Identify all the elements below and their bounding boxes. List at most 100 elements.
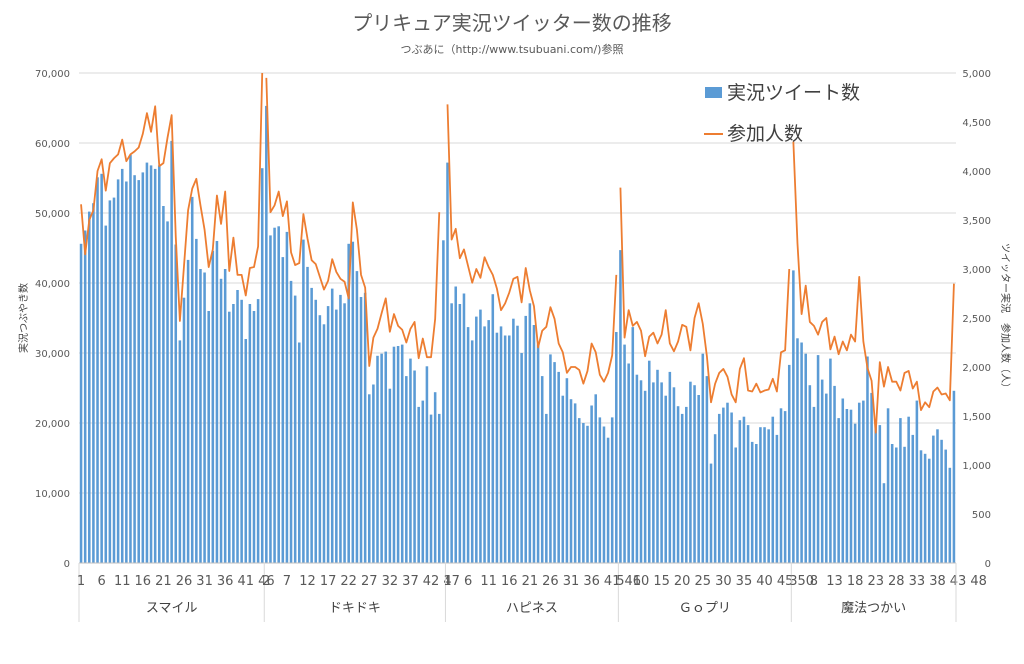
tweet-bar [845, 409, 849, 563]
x-tick-label: 8 [810, 574, 818, 589]
chart-title: プリキュア実況ツイッター数の推移 [352, 11, 672, 35]
tweet-bar [903, 446, 906, 563]
tweet-bar [816, 355, 820, 563]
y-right-tick-label: 3,500 [962, 216, 991, 227]
x-tick-label: 7 [283, 574, 291, 589]
tweet-bar [475, 316, 478, 563]
tweet-bar [623, 344, 626, 563]
tweet-bar [524, 315, 528, 563]
x-tick-label: 16 [135, 574, 152, 589]
tweet-bar [322, 324, 326, 563]
tweet-bar [705, 376, 709, 563]
x-tick-label: 36 [217, 574, 234, 589]
tweet-bar [738, 420, 742, 563]
tweet-bar [932, 435, 935, 563]
x-tick-label: 26 [542, 574, 559, 589]
tweet-bar [656, 369, 659, 563]
tweet-bar [190, 196, 194, 563]
tweet-bar [779, 408, 783, 563]
tweet-bar [870, 392, 873, 563]
tweet-bar [363, 292, 367, 563]
tweet-bar [133, 175, 136, 563]
tweet-bar [569, 399, 573, 563]
tweet-bar [437, 413, 441, 563]
tweet-bar [940, 439, 943, 563]
tweet-bar [582, 423, 585, 563]
tweet-bar [306, 266, 309, 563]
tweet-bar [693, 385, 696, 563]
tweet-bar [178, 340, 182, 563]
tweet-bar [120, 168, 124, 563]
x-tick-label: 21 [155, 574, 172, 589]
tweet-bar [310, 287, 313, 563]
y-right-tick-label: 1,500 [962, 412, 991, 423]
x-tick-label: 2 [262, 574, 270, 589]
y-left-tick-label: 10,000 [35, 489, 70, 500]
tweet-bar [116, 179, 120, 563]
tweet-bar [392, 346, 396, 563]
tweet-bar [236, 290, 239, 563]
tweet-bar [376, 355, 379, 563]
y-right-tick-label: 500 [972, 510, 991, 521]
tweet-bar [326, 306, 330, 563]
tweet-bar [503, 335, 507, 563]
x-tick-label: 20 [674, 574, 691, 589]
tweet-bar [565, 378, 569, 563]
tweet-bar [335, 309, 338, 563]
x-tick-label: 23 [867, 574, 884, 589]
tweet-bar [890, 444, 894, 563]
tweet-bar [314, 299, 318, 563]
x-tick-label: 22 [340, 574, 357, 589]
y-left-tick-label: 70,000 [35, 69, 70, 80]
tweet-bar [927, 458, 931, 563]
series-group-label: 魔法つかい [841, 601, 906, 616]
tweet-bar [833, 385, 836, 563]
tweet-bar [606, 437, 610, 563]
tweet-bar [219, 278, 223, 563]
tweet-bar [429, 414, 433, 563]
tweet-bar [384, 351, 388, 563]
tweet-bar [380, 353, 383, 563]
tweet-bar [458, 304, 462, 563]
tweet-bar [878, 425, 882, 563]
tweet-bar [232, 304, 235, 563]
tweet-bar [507, 335, 511, 563]
y-right-tick-label: 4,000 [962, 167, 991, 178]
tweet-bar [680, 413, 684, 563]
tweet-bar [343, 303, 346, 563]
legend: 実況ツイート数 参加人数 [704, 82, 860, 145]
y-axis-right-title: ツイッター実況 参加人数（人） [999, 243, 1012, 393]
tweet-bar [248, 304, 252, 563]
tweet-bar [108, 200, 112, 563]
tweet-bar [265, 105, 268, 564]
x-tick-label: 17 [320, 574, 337, 589]
tweet-bar [417, 406, 420, 563]
tweet-bar [100, 173, 103, 564]
y-right-tick-label: 1,000 [962, 461, 991, 472]
x-tick-label: 1 [77, 574, 85, 589]
tweet-bar [948, 467, 952, 563]
y-left-tick-label: 20,000 [35, 419, 70, 430]
x-tick-label: 11 [480, 574, 497, 589]
y-right-tick-label: 2,000 [962, 363, 991, 374]
tweet-bar [540, 376, 544, 563]
tweet-bar [260, 168, 264, 563]
tweet-bar [557, 371, 560, 563]
tweet-bar [771, 416, 775, 563]
tweet-bar [92, 203, 95, 563]
tweet-bar [639, 380, 643, 563]
tweet-bar [767, 429, 770, 563]
tweet-bar [223, 269, 227, 563]
tweet-bar [129, 154, 132, 563]
tweet-bar [647, 360, 651, 563]
tweet-bar [672, 387, 676, 563]
tweet-bar [396, 346, 400, 563]
y-right-tick-label: 5,000 [962, 69, 991, 80]
tweet-bar [487, 320, 490, 563]
tweet-bar [549, 354, 552, 563]
tweet-bar [277, 226, 280, 564]
tweet-bar [610, 417, 614, 563]
tweet-bar [153, 168, 157, 563]
tweet-bar [577, 418, 581, 563]
